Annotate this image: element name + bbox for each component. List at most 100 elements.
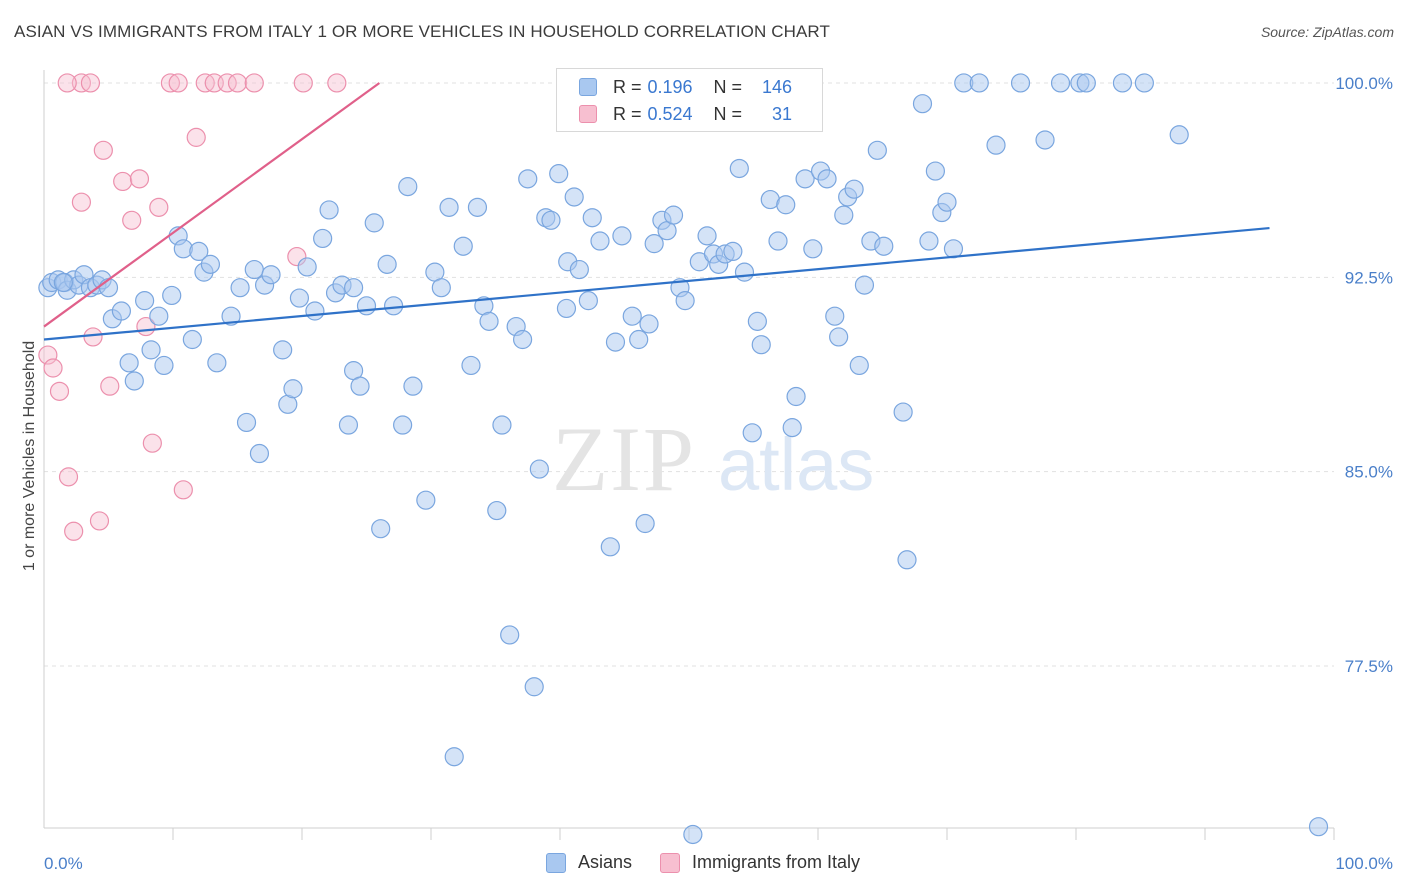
asian-point[interactable] (825, 306, 845, 326)
italy-point[interactable] (244, 73, 264, 93)
asian-point[interactable] (305, 301, 325, 321)
italy-point[interactable] (83, 327, 103, 347)
asian-point[interactable] (590, 231, 610, 251)
italy-point[interactable] (89, 511, 110, 531)
asian-point[interactable] (867, 140, 887, 160)
legend-item-asians[interactable]: Asians (545, 852, 632, 873)
asian-point[interactable] (356, 296, 377, 316)
asian-point[interactable] (1134, 73, 1154, 93)
italy-point[interactable] (93, 140, 113, 160)
italy-point[interactable] (58, 467, 79, 487)
asian-point[interactable] (782, 418, 802, 438)
asian-point[interactable] (154, 355, 174, 376)
asian-point[interactable] (149, 306, 169, 326)
asian-point[interactable] (98, 278, 119, 298)
asian-point[interactable] (524, 677, 544, 697)
asian-point[interactable] (751, 335, 771, 355)
asian-point[interactable] (207, 353, 227, 373)
asian-point[interactable] (1050, 73, 1071, 93)
legend-item-italy[interactable]: Immigrants from Italy (660, 852, 860, 873)
asian-point[interactable] (1308, 817, 1329, 837)
italy-point[interactable] (57, 73, 77, 93)
asian-point[interactable] (461, 355, 481, 376)
asian-point[interactable] (439, 197, 459, 217)
asian-point[interactable] (500, 625, 520, 645)
asian-point[interactable] (403, 376, 423, 396)
asian-point[interactable] (518, 169, 538, 189)
asian-point[interactable] (854, 275, 875, 295)
asian-point[interactable] (834, 205, 854, 225)
asian-point[interactable] (200, 254, 221, 274)
asian-point[interactable] (786, 386, 806, 407)
asian-point[interactable] (135, 291, 155, 311)
asian-point[interactable] (431, 278, 451, 298)
asian-point[interactable] (189, 241, 209, 262)
asian-point[interactable] (925, 161, 945, 181)
asian-point[interactable] (289, 288, 310, 308)
asian-point[interactable] (444, 747, 464, 767)
asian-point[interactable] (261, 265, 281, 285)
italy-point[interactable] (71, 192, 92, 212)
asian-point[interactable] (371, 519, 391, 539)
asian-point[interactable] (644, 234, 664, 254)
asian-point[interactable] (1112, 73, 1133, 93)
asian-point[interactable] (453, 236, 473, 256)
asian-point[interactable] (479, 311, 499, 331)
asian-point[interactable] (803, 239, 823, 259)
asian-point[interactable] (1076, 73, 1096, 93)
italy-point[interactable] (113, 171, 133, 192)
asian-point[interactable] (344, 278, 364, 298)
italy-point[interactable] (64, 521, 84, 541)
italy-point[interactable] (43, 358, 63, 378)
asian-point[interactable] (141, 340, 161, 360)
asian-point[interactable] (937, 192, 957, 212)
asian-point[interactable] (319, 200, 339, 220)
asian-point[interactable] (297, 257, 317, 277)
asian-point[interactable] (383, 296, 404, 316)
asian-point[interactable] (221, 306, 241, 326)
asian-point[interactable] (734, 262, 755, 282)
asian-point[interactable] (124, 371, 144, 391)
asian-point[interactable] (377, 254, 397, 274)
asian-point[interactable] (556, 298, 577, 319)
asian-point[interactable] (844, 179, 864, 199)
asian-point[interactable] (582, 208, 602, 228)
asian-point[interactable] (416, 490, 436, 510)
asian-point[interactable] (1169, 125, 1189, 145)
asian-point[interactable] (723, 241, 743, 262)
asian-point[interactable] (569, 259, 589, 280)
asian-point[interactable] (768, 231, 788, 251)
italy-point[interactable] (173, 480, 193, 500)
asian-point[interactable] (919, 231, 939, 251)
asian-point[interactable] (236, 412, 257, 433)
asian-point[interactable] (675, 291, 695, 311)
asian-point[interactable] (492, 415, 512, 435)
asian-point[interactable] (393, 415, 413, 435)
asian-point[interactable] (467, 197, 488, 217)
italy-point[interactable] (100, 376, 120, 396)
italy-point[interactable] (49, 381, 70, 401)
asian-point[interactable] (53, 272, 73, 293)
italy-point[interactable] (186, 127, 206, 147)
asian-point[interactable] (244, 259, 264, 280)
asian-point[interactable] (350, 376, 370, 396)
asian-point[interactable] (119, 353, 139, 373)
asian-point[interactable] (1010, 73, 1031, 93)
asian-point[interactable] (795, 169, 815, 189)
asian-point[interactable] (986, 135, 1006, 155)
asian-point[interactable] (1035, 130, 1055, 150)
italy-point[interactable] (217, 73, 237, 93)
asian-point[interactable] (549, 164, 569, 184)
asian-point[interactable] (912, 94, 933, 114)
asian-point[interactable] (249, 443, 270, 464)
asian-point[interactable] (564, 187, 584, 207)
italy-point[interactable] (149, 197, 169, 217)
asian-point[interactable] (817, 169, 837, 189)
asian-point[interactable] (230, 278, 250, 298)
asian-point[interactable] (338, 415, 359, 435)
italy-point[interactable] (122, 210, 142, 230)
asian-point[interactable] (747, 311, 767, 331)
asian-point[interactable] (162, 285, 182, 306)
asian-point[interactable] (943, 239, 964, 259)
asian-point[interactable] (893, 402, 913, 422)
